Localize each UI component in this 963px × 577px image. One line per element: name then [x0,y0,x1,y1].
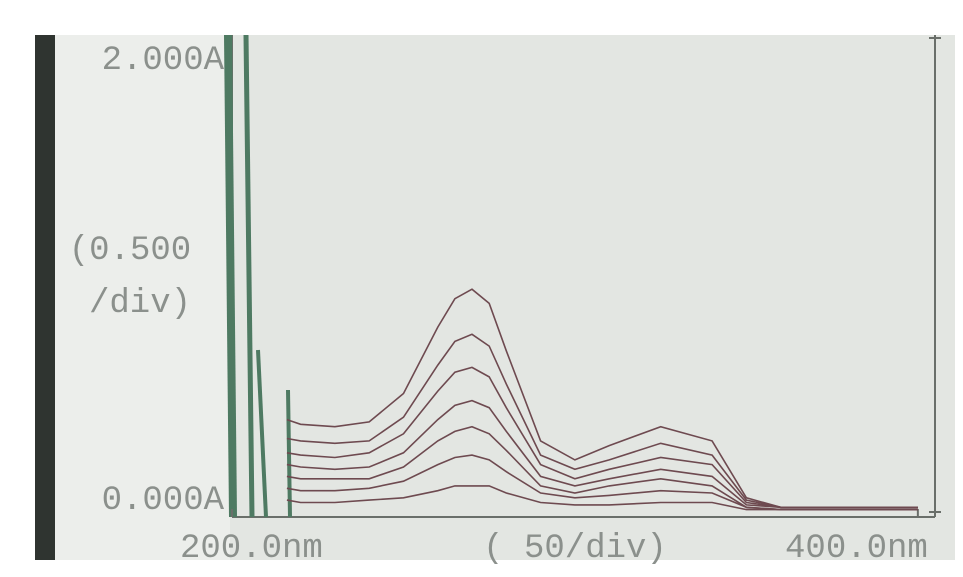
x-tick-label: 200.0nm [180,530,323,568]
y-tick-label: 2.000A [102,42,225,80]
left-panel [55,35,230,560]
spectrum-line [286,485,918,511]
noise-line [224,34,237,518]
x-tick-label: 400.0nm [785,530,928,568]
y-tick-label: 0.000A [102,482,225,520]
y-division-note: /div) [89,285,191,323]
spectrum-line [286,454,918,511]
screen-edge [35,35,55,560]
spectrum-line [286,288,918,509]
noise-line [256,349,268,518]
noise-line [243,34,255,518]
x-division-note: ( 50/div) [483,530,667,568]
spectrum-line [286,366,918,509]
spectrum-line [286,333,918,509]
y-division-note: (0.500 [69,232,191,270]
spectrum-line [286,399,918,509]
spectrum-line [286,425,918,511]
